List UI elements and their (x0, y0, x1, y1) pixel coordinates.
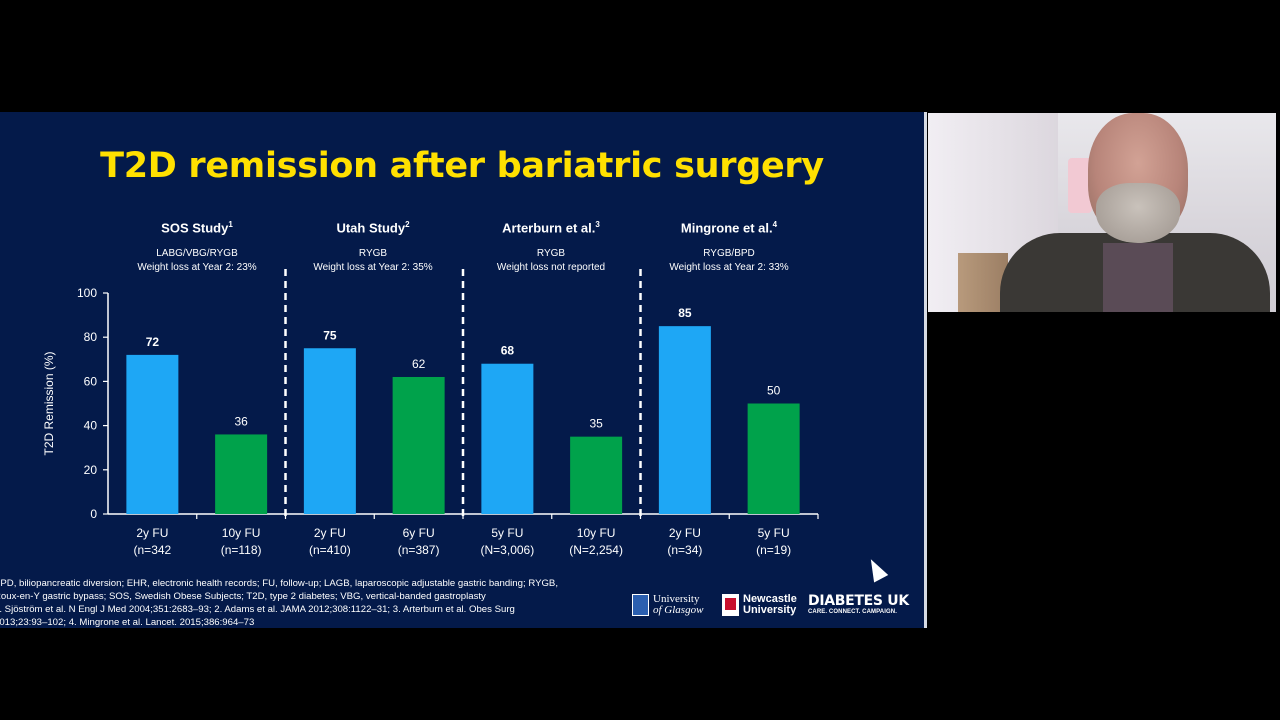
x-category-label: 2y FU (669, 526, 701, 540)
footnote: BPD, biliopancreatic diversion; EHR, ele… (0, 577, 620, 628)
bar (126, 354, 179, 514)
glasgow-crest-icon (632, 594, 649, 616)
study-weight-loss: Weight loss not reported (496, 262, 606, 273)
diabetes-uk-logo: DIABETES UK CARE. CONNECT. CAMPAIGN. (808, 593, 909, 616)
x-category-sample-size: (n=387) (398, 543, 440, 557)
speaker-body (1103, 243, 1173, 312)
y-tick-label: 100 (77, 286, 97, 300)
bar-value-label: 35 (589, 417, 603, 431)
bar-value-label: 75 (323, 328, 337, 342)
study-details-mingrone: RYGB/BPD Weight loss at Year 2: 33% (640, 247, 818, 275)
slide-title: T2D remission after bariatric surgery (100, 146, 824, 186)
study-details-utah: RYGB Weight loss at Year 2: 35% (284, 247, 462, 275)
x-category-sample-size: (n=342 (134, 543, 172, 557)
diabetes-uk-logo-text: DIABETES UK (808, 593, 909, 609)
study-name-text: Utah Study (336, 220, 406, 236)
newcastle-crest-icon (722, 594, 739, 616)
footnote-line: BPD, biliopancreatic diversion; EHR, ele… (0, 578, 558, 589)
bar-value-label: 72 (146, 335, 160, 349)
newcastle-logo-text: Newcastle (743, 593, 797, 605)
study-details-sos: LABG/VBG/RYGB Weight loss at Year 2: 23% (108, 247, 286, 275)
bar (303, 348, 356, 514)
speaker-head (1096, 183, 1180, 243)
bar (658, 326, 711, 514)
diabetes-uk-tagline: CARE. CONNECT. CAMPAIGN. (808, 609, 897, 615)
study-name-arterburn: Arterburn et al.3 (462, 220, 640, 235)
x-category-label: 2y FU (314, 526, 346, 540)
study-name-text: Arterburn et al. (502, 220, 596, 236)
bar-value-label: 85 (678, 306, 692, 320)
study-procedure: RYGB (536, 248, 566, 259)
study-procedure: RYGB (358, 248, 388, 259)
webcam-background (958, 253, 1008, 312)
study-name-mingrone: Mingrone et al.4 (640, 220, 818, 235)
study-name-sos: SOS Study1 (108, 220, 286, 235)
presentation-slide: T2D remission after bariatric surgery SO… (0, 112, 924, 628)
x-category-label: 5y FU (758, 526, 790, 540)
x-category-label: 6y FU (403, 526, 435, 540)
y-tick-label: 60 (84, 374, 98, 388)
glasgow-logo: University of Glasgow (632, 594, 703, 616)
bar (215, 434, 268, 514)
y-tick-label: 0 (90, 507, 97, 521)
footnote-line: Roux-en-Y gastric bypass; SOS, Swedish O… (0, 591, 486, 602)
bar-value-label: 68 (501, 344, 515, 358)
glasgow-logo-text: University (653, 593, 700, 605)
bar-value-label: 50 (767, 384, 781, 398)
remission-bar-chart: 0 20 40 60 80 100 T2D Remission (%) 72 2y FU (n=3… (42, 269, 819, 557)
bar-value-label: 62 (412, 357, 426, 371)
x-category-sample-size: (n=34) (667, 543, 702, 557)
y-axis-label: T2D Remission (%) (42, 351, 56, 455)
reference-mark: 4 (772, 220, 778, 229)
study-procedure: RYGB/BPD (703, 248, 755, 259)
webcam-video-feed (928, 113, 1276, 312)
bar (570, 436, 623, 514)
x-category-label: 10y FU (577, 526, 616, 540)
x-category-sample-size: (N=3,006) (481, 543, 535, 557)
newcastle-logo: Newcastle University (722, 594, 797, 616)
x-category-label: 5y FU (491, 526, 523, 540)
reference-mark: 2 (405, 220, 410, 229)
newcastle-logo-text: University (743, 604, 797, 616)
x-category-sample-size: (n=410) (309, 543, 351, 557)
bar (481, 363, 534, 514)
x-category-label: 10y FU (222, 526, 261, 540)
y-tick-label: 20 (84, 463, 98, 477)
bar (747, 403, 800, 514)
y-tick-label: 40 (84, 419, 98, 433)
glasgow-logo-text: of Glasgow (653, 604, 704, 616)
x-category-sample-size: (N=2,254) (569, 543, 623, 557)
footnote-line: 1. Sjöström et al. N Engl J Med 2004;351… (0, 604, 515, 615)
sponsor-logos: University of Glasgow Newcastle University… (632, 592, 917, 622)
y-tick-label: 80 (84, 330, 98, 344)
study-name-text: Mingrone et al. (680, 220, 773, 236)
study-weight-loss: Weight loss at Year 2: 35% (313, 262, 433, 273)
x-category-sample-size: (n=118) (221, 543, 262, 557)
slide-edge (924, 112, 927, 628)
footnote-line: 2013;23:93–102; 4. Mingrone et al. Lance… (0, 617, 255, 628)
study-weight-loss: Weight loss at Year 2: 23% (137, 262, 257, 273)
study-weight-loss: Weight loss at Year 2: 33% (669, 262, 789, 273)
x-category-sample-size: (n=19) (756, 543, 791, 557)
x-category-label: 2y FU (136, 526, 168, 540)
reference-mark: 1 (228, 220, 233, 229)
study-details-arterburn: RYGB Weight loss not reported (462, 247, 640, 275)
bar (392, 376, 445, 514)
bar-value-label: 36 (234, 414, 248, 428)
study-procedure: LABG/VBG/RYGB (156, 248, 238, 259)
reference-mark: 3 (595, 220, 600, 229)
study-name-text: SOS Study (161, 220, 229, 236)
study-name-utah: Utah Study2 (284, 220, 462, 235)
